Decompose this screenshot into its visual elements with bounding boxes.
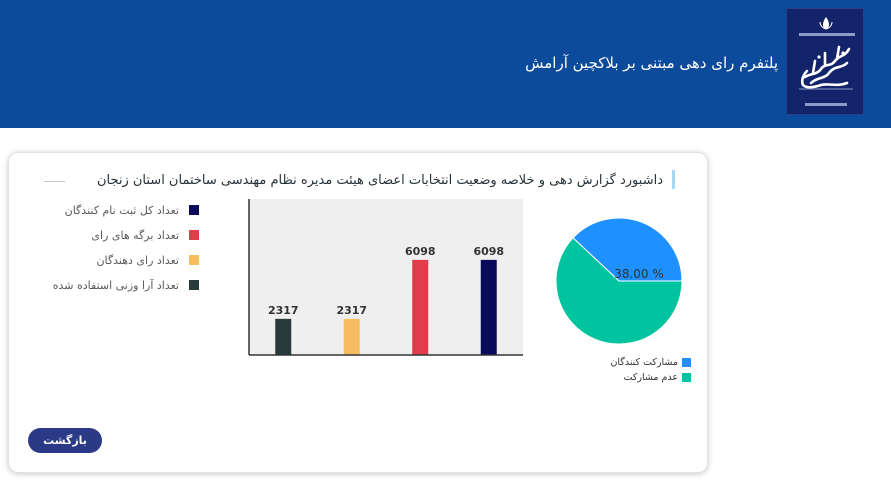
dashboard-title: داشبورد گزارش دهی و خلاصه وضعیت انتخابات… (96, 173, 663, 188)
election-logo (786, 8, 864, 115)
logo-caption (799, 33, 855, 36)
back-button[interactable]: بازگشت (28, 428, 102, 453)
title-accent-bar (672, 170, 675, 189)
legend-swatch (189, 280, 199, 290)
pie-slice-2 (555, 237, 683, 345)
legend-swatch (682, 372, 691, 382)
emblem-icon (819, 17, 833, 30)
legend-label: عدم مشارکت (623, 371, 678, 383)
legend-label: مشارکت کنندگان (610, 356, 678, 368)
bar-legend-item[interactable]: تعداد برگه های رای (91, 228, 199, 242)
bar-legend-item[interactable]: تعداد کل ثبت نام کنندگان (65, 203, 199, 217)
legend-label: تعداد آرا وزنی استفاده شده (52, 278, 179, 292)
bar-2 (343, 318, 360, 355)
bar-3 (412, 259, 429, 355)
legend-swatch (189, 230, 199, 240)
bar-value-label: 2317 (268, 304, 299, 317)
pie-legend-item[interactable]: مشارکت کنندگان (610, 356, 691, 368)
bar-1 (275, 318, 292, 355)
title-divider (44, 181, 65, 182)
app-header: پلتفرم رای دهی مبتنی بر بلاکچین آرامش (0, 0, 891, 128)
logo-calligraphy-icon (799, 45, 853, 90)
bar-legend-item[interactable]: تعداد آرا وزنی استفاده شده (53, 278, 199, 292)
platform-title: پلتفرم رای دهی مبتنی بر بلاکچین آرامش (525, 54, 778, 72)
bar-value-label: 2317 (336, 304, 367, 317)
bar-plot-area (249, 199, 523, 355)
bar-legend-item[interactable]: تعداد رای دهندگان (96, 253, 199, 267)
bar-chart: 2317 2317 6098 6098 (248, 199, 523, 356)
participation-pie-chart: 38.00 % (555, 217, 683, 345)
bar-value-label: 6098 (405, 245, 436, 258)
legend-swatch (189, 205, 199, 215)
legend-swatch (682, 357, 691, 367)
pie-legend-item[interactable]: عدم مشارکت (624, 371, 691, 383)
bar-4 (480, 259, 497, 355)
pie-center-label: 38.00 % (614, 267, 664, 281)
legend-swatch (189, 255, 199, 265)
legend-label: تعداد کل ثبت نام کنندگان (64, 203, 179, 217)
legend-label: تعداد برگه های رای (91, 228, 179, 242)
logo-footer-text (805, 103, 847, 106)
dashboard-card: داشبورد گزارش دهی و خلاصه وضعیت انتخابات… (8, 152, 708, 473)
bar-value-label: 6098 (473, 245, 504, 258)
legend-label: تعداد رای دهندگان (96, 253, 179, 267)
pie-slice-1 (572, 217, 683, 282)
